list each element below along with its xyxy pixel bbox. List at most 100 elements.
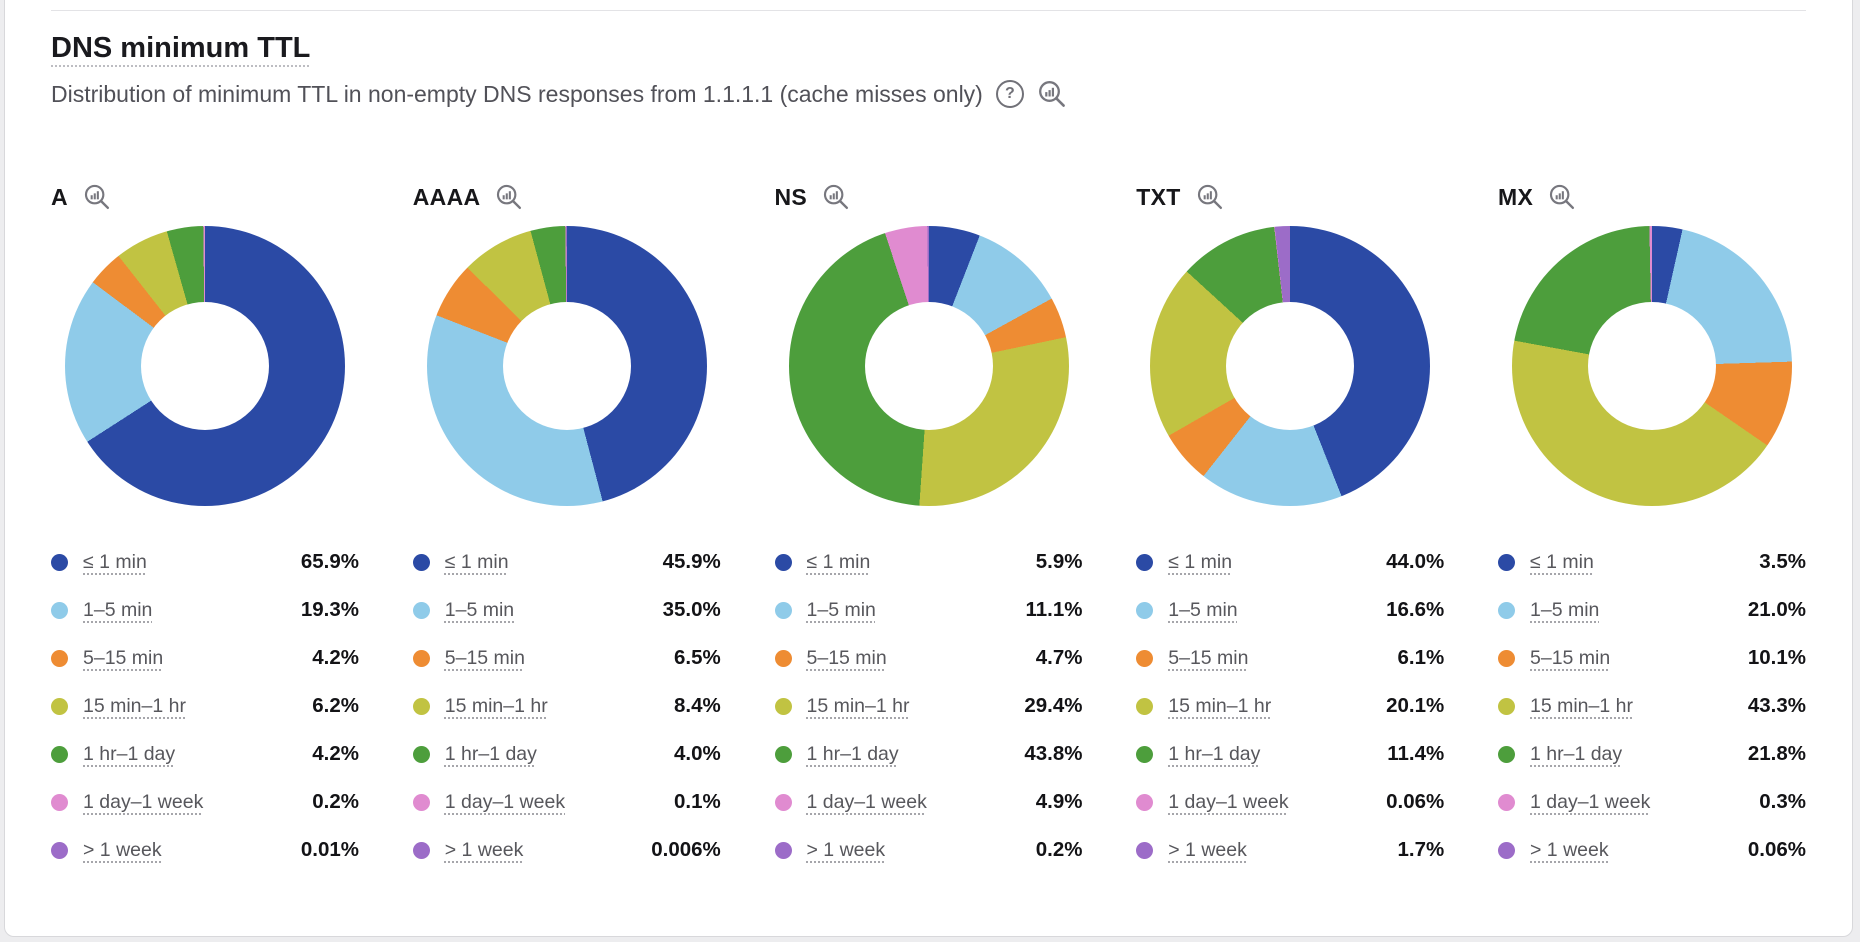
donut-chart[interactable]: [1150, 226, 1431, 506]
legend-row: 15 min–1 hr 29.4%: [774, 682, 1083, 730]
legend-label[interactable]: 1 hr–1 day: [1530, 742, 1623, 765]
legend-swatch: [774, 697, 792, 715]
section-title[interactable]: DNS minimum TTL: [51, 32, 311, 64]
legend-row: 15 min–1 hr 6.2%: [51, 682, 359, 730]
chart-header: NS: [775, 181, 1083, 213]
legend-label[interactable]: 1–5 min: [1530, 598, 1600, 621]
zoom-chart-icon[interactable]: [822, 183, 850, 211]
legend-label[interactable]: 1–5 min: [444, 598, 515, 621]
legend-label[interactable]: 5–15 min: [1168, 646, 1249, 669]
legend-label[interactable]: 1 hr–1 day: [806, 742, 899, 765]
legend-row: > 1 week 0.2%: [774, 826, 1083, 874]
legend-row: 1 hr–1 day 4.2%: [51, 730, 359, 778]
legend-value: 29.4%: [1024, 694, 1083, 717]
donut-chart[interactable]: [788, 226, 1069, 506]
legend-swatch: [51, 841, 68, 859]
legend-swatch: [1498, 793, 1515, 811]
chart-header: MX: [1498, 181, 1806, 213]
legend-label[interactable]: 5–15 min: [444, 646, 525, 669]
legend-value: 0.06%: [1386, 790, 1445, 813]
legend-label[interactable]: 1 day–1 week: [444, 790, 566, 813]
legend-row: 15 min–1 hr 8.4%: [412, 682, 721, 730]
legend-row: ≤ 1 min 65.9%: [51, 538, 359, 586]
legend-label[interactable]: 5–15 min: [83, 646, 164, 669]
legend-label[interactable]: 1–5 min: [1168, 598, 1238, 621]
legend-swatch: [1498, 649, 1515, 667]
legend-swatch: [412, 745, 430, 763]
legend-value: 16.6%: [1386, 598, 1445, 621]
chart-title: AAAA: [412, 183, 481, 210]
legend-swatch: [1136, 841, 1154, 859]
legend-label[interactable]: > 1 week: [444, 838, 524, 861]
legend-label[interactable]: 1–5 min: [83, 598, 153, 621]
help-icon[interactable]: ?: [995, 80, 1024, 108]
donut-chart[interactable]: [65, 226, 345, 506]
legend-value: 20.1%: [1386, 694, 1445, 717]
legend-value: 45.9%: [662, 550, 721, 573]
legend-label[interactable]: ≤ 1 min: [1530, 550, 1594, 573]
legend-label[interactable]: 15 min–1 hr: [1530, 694, 1633, 717]
legend-label[interactable]: 1–5 min: [806, 598, 876, 621]
legend-label[interactable]: 1 hr–1 day: [444, 742, 537, 765]
legend-label[interactable]: ≤ 1 min: [806, 550, 871, 573]
legend-row: 1–5 min 11.1%: [774, 586, 1083, 634]
legend-label[interactable]: > 1 week: [1168, 838, 1247, 861]
legend-label[interactable]: 1 hr–1 day: [1168, 742, 1261, 765]
legend-swatch: [412, 793, 430, 811]
chart-title: NS: [774, 183, 808, 210]
legend-row: 1–5 min 21.0%: [1498, 586, 1806, 634]
legend-value: 35.0%: [662, 598, 721, 621]
donut-chart[interactable]: [426, 226, 707, 506]
legend-value: 0.2%: [312, 790, 359, 813]
zoom-chart-icon[interactable]: [83, 183, 111, 211]
legend-row: ≤ 1 min 44.0%: [1136, 538, 1444, 586]
legend: ≤ 1 min 44.0% 1–5 min 16.6% 5–15 min 6.1…: [1136, 538, 1444, 874]
legend-label[interactable]: > 1 week: [1530, 838, 1609, 861]
legend-swatch: [1498, 601, 1515, 619]
zoom-chart-icon[interactable]: [1196, 183, 1224, 211]
legend-label[interactable]: ≤ 1 min: [83, 550, 147, 573]
chart-header: TXT: [1136, 181, 1444, 213]
legend-row: 1 hr–1 day 11.4%: [1136, 730, 1444, 778]
donut-chart[interactable]: [1512, 226, 1792, 506]
legend-label[interactable]: 5–15 min: [1530, 646, 1611, 669]
legend-row: 5–15 min 4.2%: [51, 634, 359, 682]
legend-label[interactable]: ≤ 1 min: [1168, 550, 1233, 573]
legend-label[interactable]: 1 day–1 week: [806, 790, 927, 813]
legend-swatch: [1136, 649, 1154, 667]
legend-swatch: [412, 601, 430, 619]
legend-row: 1 day–1 week 4.9%: [774, 778, 1083, 826]
zoom-chart-icon[interactable]: [1548, 183, 1576, 211]
legend-value: 43.8%: [1024, 742, 1083, 765]
legend-swatch: [51, 649, 68, 667]
legend-value: 21.8%: [1747, 742, 1806, 765]
legend-value: 6.2%: [312, 694, 359, 717]
legend-label[interactable]: 5–15 min: [806, 646, 887, 669]
legend-label[interactable]: 1 hr–1 day: [83, 742, 176, 765]
legend-value: 3.5%: [1759, 550, 1806, 573]
legend-label[interactable]: 1 day–1 week: [1168, 790, 1289, 813]
legend-row: 1 hr–1 day 43.8%: [774, 730, 1083, 778]
legend: ≤ 1 min 5.9% 1–5 min 11.1% 5–15 min 4.7%…: [774, 538, 1083, 874]
legend-label[interactable]: 15 min–1 hr: [1168, 694, 1272, 717]
legend-row: 1 day–1 week 0.06%: [1136, 778, 1444, 826]
legend-label[interactable]: > 1 week: [806, 838, 886, 861]
legend-label[interactable]: 1 day–1 week: [83, 790, 204, 813]
legend-value: 19.3%: [300, 598, 359, 621]
zoom-chart-icon[interactable]: [495, 183, 523, 211]
legend-swatch: [774, 745, 792, 763]
legend: ≤ 1 min 3.5% 1–5 min 21.0% 5–15 min 10.1…: [1498, 538, 1806, 874]
legend-row: ≤ 1 min 45.9%: [412, 538, 721, 586]
zoom-chart-icon[interactable]: [1037, 79, 1067, 109]
legend-label[interactable]: 1 day–1 week: [1530, 790, 1651, 813]
legend-label[interactable]: 15 min–1 hr: [444, 694, 548, 717]
legend-swatch: [1498, 745, 1515, 763]
legend-value: 4.2%: [312, 646, 359, 669]
legend-label[interactable]: 15 min–1 hr: [806, 694, 910, 717]
legend-label[interactable]: ≤ 1 min: [444, 550, 509, 573]
legend-label[interactable]: > 1 week: [83, 838, 162, 861]
legend-row: 15 min–1 hr 20.1%: [1136, 682, 1444, 730]
legend-swatch: [51, 793, 68, 811]
legend-row: 1 day–1 week 0.1%: [412, 778, 721, 826]
legend-label[interactable]: 15 min–1 hr: [83, 694, 186, 717]
